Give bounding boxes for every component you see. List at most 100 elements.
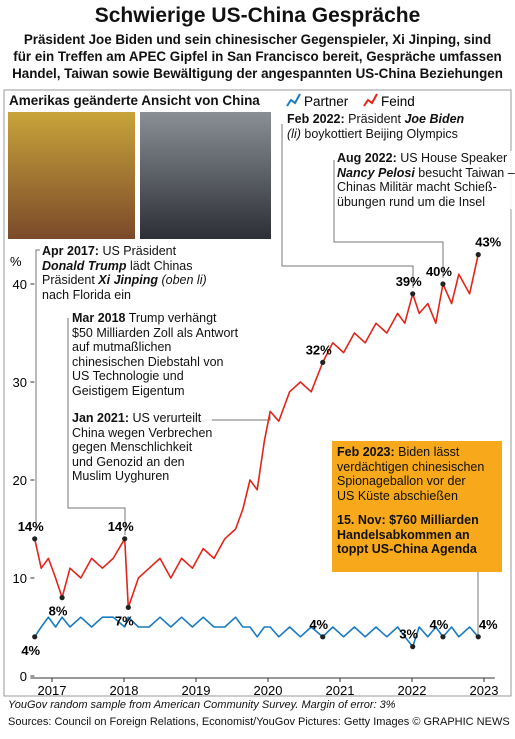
annotation-line: Donald Trump lädt Chinas	[42, 259, 207, 274]
annotation-text: Chinas Militär macht Schieß-	[337, 180, 497, 195]
y-tick-label: 40	[13, 277, 27, 292]
subtitle-line: für ein Treffen am APEC Gipfel in San Fr…	[13, 49, 502, 64]
annotation-line: übungen rund um die Insel	[337, 195, 515, 210]
point-marker	[410, 644, 416, 650]
x-tick-label: 2020	[254, 683, 283, 698]
annotation-line: (li) boykottiert Beijing Olympics	[287, 127, 464, 142]
annotation-text: Präsident	[42, 273, 99, 288]
y-tick-label: 10	[13, 571, 27, 586]
data-label: 7%	[115, 613, 134, 628]
data-label: 4%	[309, 617, 328, 632]
leader-line	[281, 124, 414, 288]
annotation-text: US Präsident	[98, 244, 177, 258]
annotation-text: Joe Biden	[404, 112, 465, 126]
annotation-line: und Genozid an den	[72, 455, 212, 470]
data-label: 4%	[21, 643, 40, 658]
annotation-text: Handelsabkommen an	[337, 527, 470, 542]
annotation-text: verdächtigen chinesischen	[337, 459, 485, 474]
annotation-text: und Genozid an den	[72, 454, 185, 469]
annotation-text: US Technologie und	[72, 369, 184, 384]
annotation-text: (li)	[287, 126, 301, 141]
legend-swatch	[286, 93, 301, 107]
highlight-box	[332, 441, 502, 572]
annotation-text: Nancy Pelosi	[337, 165, 415, 180]
legend-label: Partner	[304, 94, 349, 109]
data-label: 32%	[306, 342, 332, 357]
point-marker	[59, 595, 65, 601]
point-marker	[125, 604, 131, 611]
annotation-text: übungen rund um die Insel	[337, 194, 486, 209]
x-tick-label: 2019	[182, 683, 211, 698]
annotation-text: (oben li)	[158, 273, 207, 288]
point-marker	[410, 291, 416, 297]
annotation-line: Nancy Pelosi besucht Taiwan –	[337, 166, 515, 181]
annotation-text: US Küste abschießen	[337, 488, 458, 503]
data-label: 4%	[430, 617, 449, 632]
point-marker	[475, 252, 481, 258]
annotation-text: Muslim Uyghuren	[72, 469, 170, 484]
point-marker	[440, 281, 446, 287]
source: Sources: Council on Foreign Relations, E…	[8, 716, 510, 728]
legend: Partner Feind	[286, 93, 415, 109]
annotation-line: nach Florida ein	[42, 288, 207, 303]
data-label: 39%	[396, 274, 422, 289]
x-tick-label: 2018	[110, 683, 139, 698]
annotation-line: Feb 2023: Biden lässt	[337, 445, 484, 460]
point-marker	[32, 536, 38, 542]
annotation-text: lädt Chinas	[126, 258, 193, 273]
annotation: Mar 2018 Trump verhängt $50 Milliarden Zo…	[72, 311, 239, 399]
data-label: 14%	[108, 519, 134, 534]
annotation-line: Chinas Militär macht Schieß-	[337, 180, 515, 195]
annotation-line: gegen Menschlichkeit	[72, 440, 212, 455]
y-tick-label: 30	[13, 375, 27, 390]
leader-line	[67, 318, 126, 535]
annotation-line: Feb 2022: Präsident Joe Biden	[287, 112, 464, 127]
data-label: 40%	[426, 264, 452, 279]
annotation-text: Spionageballon vor der	[337, 474, 466, 489]
annotation-text: boykottiert Beijing Olympics	[300, 126, 458, 141]
annotation: Feb 2023: Biden lässt verdächtigen chines…	[337, 445, 484, 503]
subtitle-line: Handel, Taiwan sowie Bewältigung der ang…	[12, 66, 503, 81]
annotation-line: Apr 2017: US Präsident	[42, 244, 207, 259]
annotation-line: Präsident Xi Jinping (oben li)	[42, 273, 207, 288]
annotation-text: US House Speaker	[396, 151, 508, 165]
annotation-line: toppt US-China Agenda	[337, 542, 479, 557]
legend-label: Feind	[381, 94, 415, 109]
annotation-text: Trump verhängt	[125, 311, 217, 325]
annotation-line: Aug 2022: US House Speaker	[337, 151, 515, 166]
annotation-line: Mar 2018 Trump verhängt	[72, 311, 238, 326]
annotation-text: besucht Taiwan –	[414, 165, 515, 180]
annotation-line: $50 Milliarden Zoll als Antwort	[72, 326, 238, 341]
annotation-line: Geistigem Eigentum	[72, 384, 238, 399]
annotation-text: Aug 2022:	[337, 151, 397, 165]
annotation-text: toppt US-China Agenda	[337, 542, 477, 557]
annotation-line: 15. Nov: $760 Milliarden	[337, 513, 479, 528]
annotation-line: US Küste abschießen	[337, 489, 484, 504]
annotation: Apr 2017: US Präsident Donald Trump lädt …	[42, 244, 207, 303]
subtitle-line: Präsident Joe Biden und sein chinesische…	[23, 32, 492, 47]
leader-line	[35, 249, 40, 530]
point-marker	[320, 359, 326, 365]
photo-xi	[8, 112, 135, 239]
x-tick-label: 2022	[398, 683, 427, 698]
data-label: 4%	[479, 617, 498, 632]
annotation-text: gegen Menschlichkeit	[72, 440, 193, 455]
title: Schwierige US-China Gespräche	[94, 4, 421, 27]
y-tick-label: 0	[20, 669, 27, 684]
annotation-line: auf mutmaßlichen	[72, 340, 238, 355]
x-tick-label: 2023	[470, 683, 499, 698]
point-marker	[122, 536, 128, 542]
y-unit: %	[10, 254, 22, 269]
point-marker	[440, 634, 446, 640]
annotation-text: chinesischen Diebstahl von	[72, 354, 224, 369]
annotation-line: China wegen Verbrechen	[72, 426, 212, 441]
annotation-text: Feb 2022:	[287, 112, 345, 126]
data-label: 43%	[475, 235, 501, 250]
data-label: 8%	[49, 604, 68, 619]
annotation-line: US Technologie und	[72, 369, 238, 384]
annotation-text: Donald Trump	[42, 258, 127, 273]
annotation-text: Feb 2023:	[337, 445, 395, 459]
annotation-text: 15. Nov: $760 Milliarden	[337, 513, 479, 527]
annotation-text: auf mutmaßlichen	[72, 340, 172, 355]
